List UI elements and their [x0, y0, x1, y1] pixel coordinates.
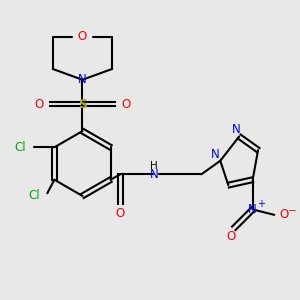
Text: Cl: Cl — [28, 189, 40, 203]
Text: O: O — [279, 208, 288, 221]
Text: −: − — [287, 206, 296, 216]
Text: S: S — [78, 98, 87, 111]
Text: N: N — [248, 203, 257, 216]
Text: O: O — [78, 30, 87, 43]
Text: Cl: Cl — [14, 141, 26, 154]
Text: N: N — [232, 123, 241, 136]
Text: O: O — [226, 230, 236, 243]
Text: N: N — [211, 148, 219, 160]
Text: O: O — [116, 207, 125, 220]
Text: O: O — [34, 98, 44, 111]
Text: N: N — [78, 73, 87, 86]
Text: N: N — [150, 168, 158, 181]
Text: +: + — [257, 199, 265, 209]
Text: H: H — [150, 161, 158, 171]
Text: O: O — [121, 98, 130, 111]
